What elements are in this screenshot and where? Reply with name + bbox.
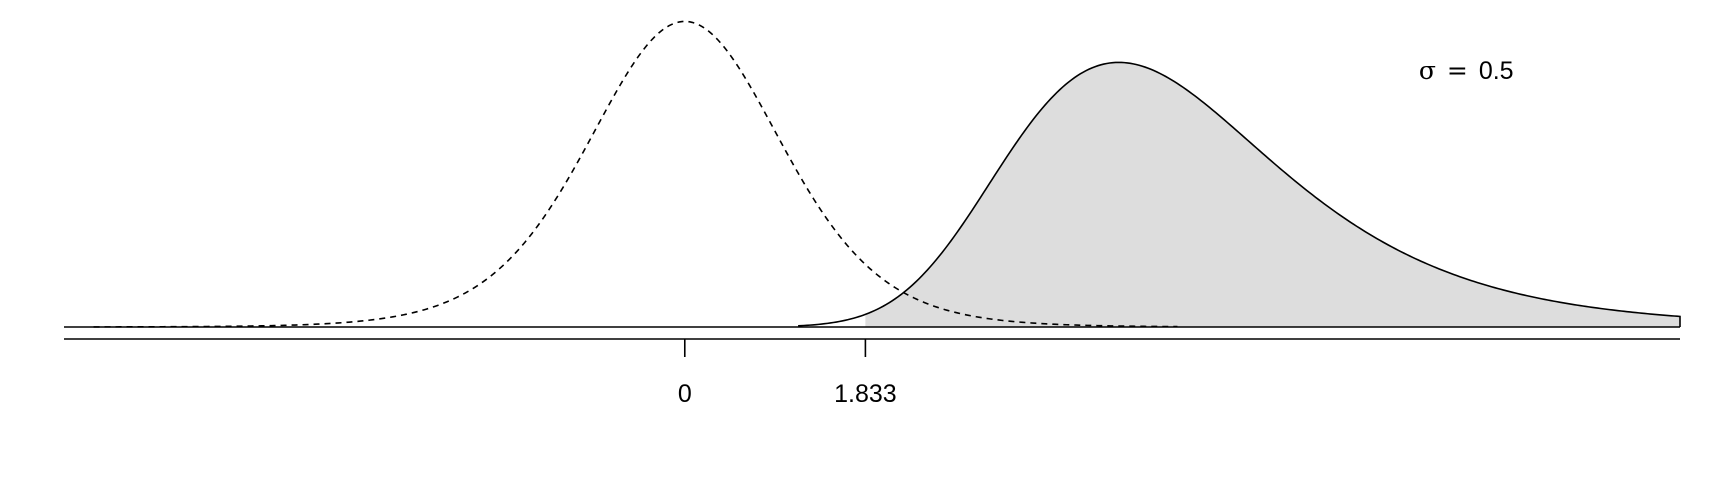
x-axis-ticks: 0 1.833 bbox=[678, 339, 897, 408]
x-tick-label: 1.833 bbox=[834, 380, 897, 408]
sigma-equals: = bbox=[1447, 56, 1468, 85]
sigma-symbol: σ bbox=[1419, 56, 1436, 85]
null-distribution-curve bbox=[93, 20, 1178, 328]
alternative-distribution-curve bbox=[798, 61, 1681, 327]
sigma-value: 0.5 bbox=[1479, 57, 1514, 85]
power-shaded-area bbox=[865, 62, 1680, 328]
x-tick-label: 0 bbox=[678, 380, 692, 408]
sigma-annotation: σ = 0.5 bbox=[1419, 56, 1514, 85]
